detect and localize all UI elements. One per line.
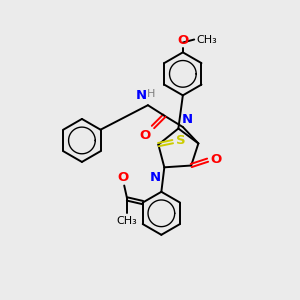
Text: O: O (117, 171, 128, 184)
Text: N: N (182, 112, 193, 125)
Text: S: S (176, 134, 185, 147)
Text: N: N (150, 171, 161, 184)
Text: O: O (177, 34, 188, 47)
Text: CH₃: CH₃ (117, 216, 138, 226)
Text: N: N (136, 89, 147, 102)
Text: CH₃: CH₃ (196, 34, 217, 44)
Text: H: H (147, 88, 156, 99)
Text: O: O (210, 153, 221, 166)
Text: O: O (139, 129, 151, 142)
